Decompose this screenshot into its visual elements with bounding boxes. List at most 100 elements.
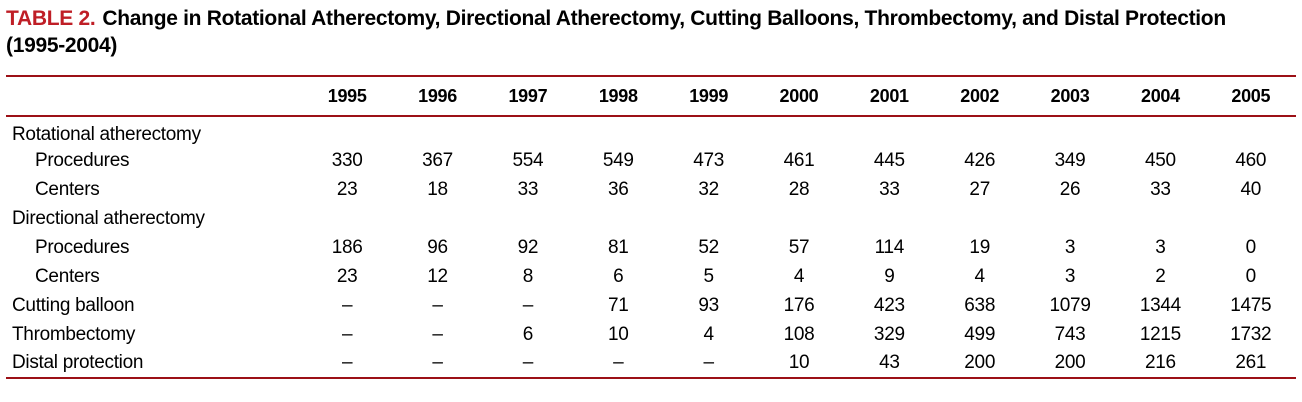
table-cell: 96 — [427, 236, 448, 258]
table-cell: 638 — [964, 294, 996, 316]
table-cell: 349 — [1054, 149, 1086, 171]
table-cell: 57 — [788, 236, 810, 258]
table-row: Distal protection – – – – – 10 43 200 200 216 261 — [6, 349, 1296, 378]
row-label: Thrombectomy — [12, 323, 136, 345]
table-cell: 9 — [884, 265, 895, 287]
table-cell: 743 — [1054, 323, 1086, 345]
table-cell: 19 — [969, 236, 990, 258]
table-cell — [1025, 204, 1115, 233]
table-cell: 6 — [613, 265, 624, 287]
table-cell: 1215 — [1139, 323, 1181, 345]
table-cell: 261 — [1235, 352, 1267, 373]
table-cell: 1732 — [1230, 323, 1272, 345]
table-cell: 499 — [964, 323, 996, 345]
table-cell: 32 — [698, 178, 719, 200]
table-cell: 26 — [1059, 178, 1081, 200]
year-header: 2001 — [869, 85, 909, 106]
row-label: Centers — [35, 265, 100, 287]
table-cell: – — [522, 352, 534, 373]
table-cell: 4 — [793, 265, 805, 287]
table-cell: 367 — [422, 149, 453, 171]
table-cell: 71 — [607, 294, 629, 316]
table-cell: – — [342, 323, 353, 345]
table-row: Directional atherectomy — [6, 204, 1296, 233]
table-cell — [1025, 116, 1115, 146]
year-header: 2005 — [1231, 85, 1271, 106]
table-row: Cutting balloon – – – 71 93 176 423 638 1079 1344 1… — [6, 291, 1296, 320]
table-cell: 473 — [693, 149, 725, 171]
table-cell: 3 — [1064, 265, 1076, 287]
table-cell: 450 — [1145, 149, 1176, 171]
table-cell: – — [342, 294, 353, 316]
table-cell: 3 — [1155, 236, 1166, 258]
table-cell: – — [432, 352, 443, 373]
table-cell — [392, 204, 482, 233]
table-cell: 4 — [703, 323, 714, 345]
table-cell: 330 — [331, 149, 363, 171]
row-label-header — [6, 76, 302, 116]
table-cell: 6 — [522, 323, 534, 345]
table-cell: 426 — [964, 149, 996, 171]
table-cell: 3 — [1064, 236, 1076, 258]
table-cell: 554 — [512, 149, 544, 171]
table-cell: – — [522, 294, 534, 316]
table-cell: 423 — [873, 294, 905, 316]
row-label: Distal protection — [12, 352, 144, 373]
table-cell: – — [342, 352, 353, 373]
table-cell: 93 — [698, 294, 719, 316]
table-cell — [1115, 116, 1205, 146]
table-cell — [302, 116, 392, 146]
table-cell: 33 — [517, 178, 539, 200]
year-header: 2003 — [1050, 85, 1090, 106]
table-cell: 4 — [974, 265, 986, 287]
row-label: Centers — [35, 178, 100, 200]
row-label: Procedures — [35, 149, 130, 171]
year-header: 1996 — [418, 85, 457, 106]
table-cell — [663, 116, 753, 146]
table-cell: 114 — [874, 236, 905, 258]
table-cell: 108 — [783, 323, 815, 345]
table-cell — [935, 116, 1025, 146]
row-label: Directional atherectomy — [12, 207, 205, 229]
table-cell — [844, 204, 934, 233]
table-cell: 36 — [607, 178, 629, 200]
table-cell: – — [613, 352, 624, 373]
table-cell — [754, 116, 844, 146]
year-header: 2000 — [779, 85, 819, 106]
table-cell: 0 — [1245, 236, 1257, 258]
row-label: Rotational atherectomy — [12, 124, 201, 145]
table-cell: – — [703, 352, 714, 373]
table-cell: 52 — [698, 236, 719, 258]
year-header-row: 1995 1996 1997 1998 1999 2000 2001 2002 2003 2004… — [6, 76, 1296, 116]
year-header: 1998 — [598, 85, 638, 106]
table-body: Rotational atherectomy Procedures 330 367 55… — [6, 116, 1296, 378]
table-title: Change in Rotational Atherectomy, Direct… — [6, 7, 1226, 57]
year-header: 2002 — [960, 85, 1000, 106]
table-number: TABLE 2. — [6, 7, 96, 30]
table-row: Centers 23 18 33 36 32 28 33 27 26 33 40 — [6, 175, 1296, 204]
table-cell: 5 — [703, 265, 714, 287]
table-cell — [302, 204, 392, 233]
table-cell: 43 — [879, 352, 900, 373]
table-cell: 1344 — [1139, 294, 1181, 316]
table-cell — [483, 116, 573, 146]
table-cell: 33 — [879, 178, 900, 200]
table-cell — [392, 116, 482, 146]
table-cell: 176 — [783, 294, 815, 316]
table-cell: 1475 — [1230, 294, 1272, 316]
year-header: 1999 — [689, 85, 729, 106]
year-header: 1995 — [327, 85, 367, 106]
table-row: Procedures 186 96 92 81 52 57 114 19 3 3 0 — [6, 233, 1296, 262]
table-cell: 460 — [1235, 149, 1267, 171]
data-table: 1995 1996 1997 1998 1999 2000 2001 2002 2003 2004… — [6, 75, 1296, 379]
table-cell: – — [432, 294, 443, 316]
table-cell — [1115, 204, 1205, 233]
table-cell: 0 — [1245, 265, 1257, 287]
table-cell: 10 — [788, 352, 810, 373]
table-cell: 92 — [517, 236, 539, 258]
table-cell — [844, 116, 934, 146]
table-cell: 23 — [336, 178, 358, 200]
table-cell: 1079 — [1049, 294, 1091, 316]
table-figure: TABLE 2. Change in Rotational Atherectomy… — [6, 7, 1296, 379]
table-cell — [483, 204, 573, 233]
